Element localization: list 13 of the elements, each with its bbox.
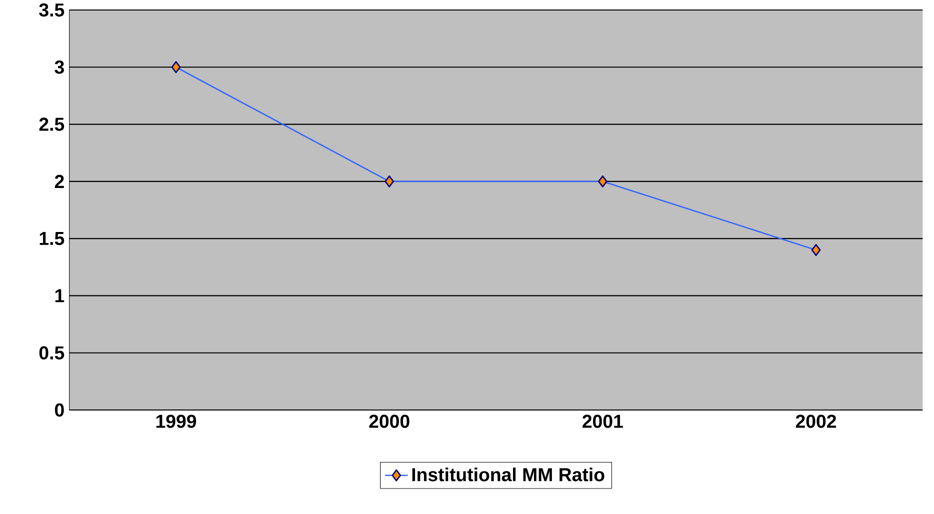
y-tick-label: 0 bbox=[54, 403, 64, 417]
x-tick-label: 2001 bbox=[582, 414, 623, 428]
x-tick-label: 1999 bbox=[156, 414, 196, 428]
y-tick-label: 2 bbox=[54, 174, 64, 188]
y-tick-label: 2.5 bbox=[39, 118, 64, 131]
y-tick-label: 3.5 bbox=[39, 3, 64, 17]
y-tick-label: 1 bbox=[55, 289, 64, 302]
y-tick-label: 0.5 bbox=[39, 346, 64, 360]
legend-label: Institutional MM Ratio bbox=[412, 468, 604, 482]
x-tick-label: 2002 bbox=[796, 414, 836, 428]
x-tick-label: 2000 bbox=[369, 414, 410, 428]
y-tick-label: 1.5 bbox=[40, 232, 64, 246]
y-tick-label: 3 bbox=[54, 60, 64, 74]
